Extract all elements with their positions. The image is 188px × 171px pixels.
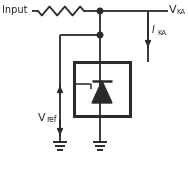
Circle shape xyxy=(97,8,103,14)
Text: KA: KA xyxy=(176,9,185,15)
Text: V: V xyxy=(38,113,46,123)
Polygon shape xyxy=(92,81,112,103)
Text: Input: Input xyxy=(2,5,27,15)
Bar xyxy=(74,62,130,116)
Text: KA: KA xyxy=(157,30,166,36)
Text: I: I xyxy=(152,25,155,35)
Text: ref: ref xyxy=(46,115,57,124)
Text: V: V xyxy=(169,5,177,15)
Circle shape xyxy=(97,32,103,38)
